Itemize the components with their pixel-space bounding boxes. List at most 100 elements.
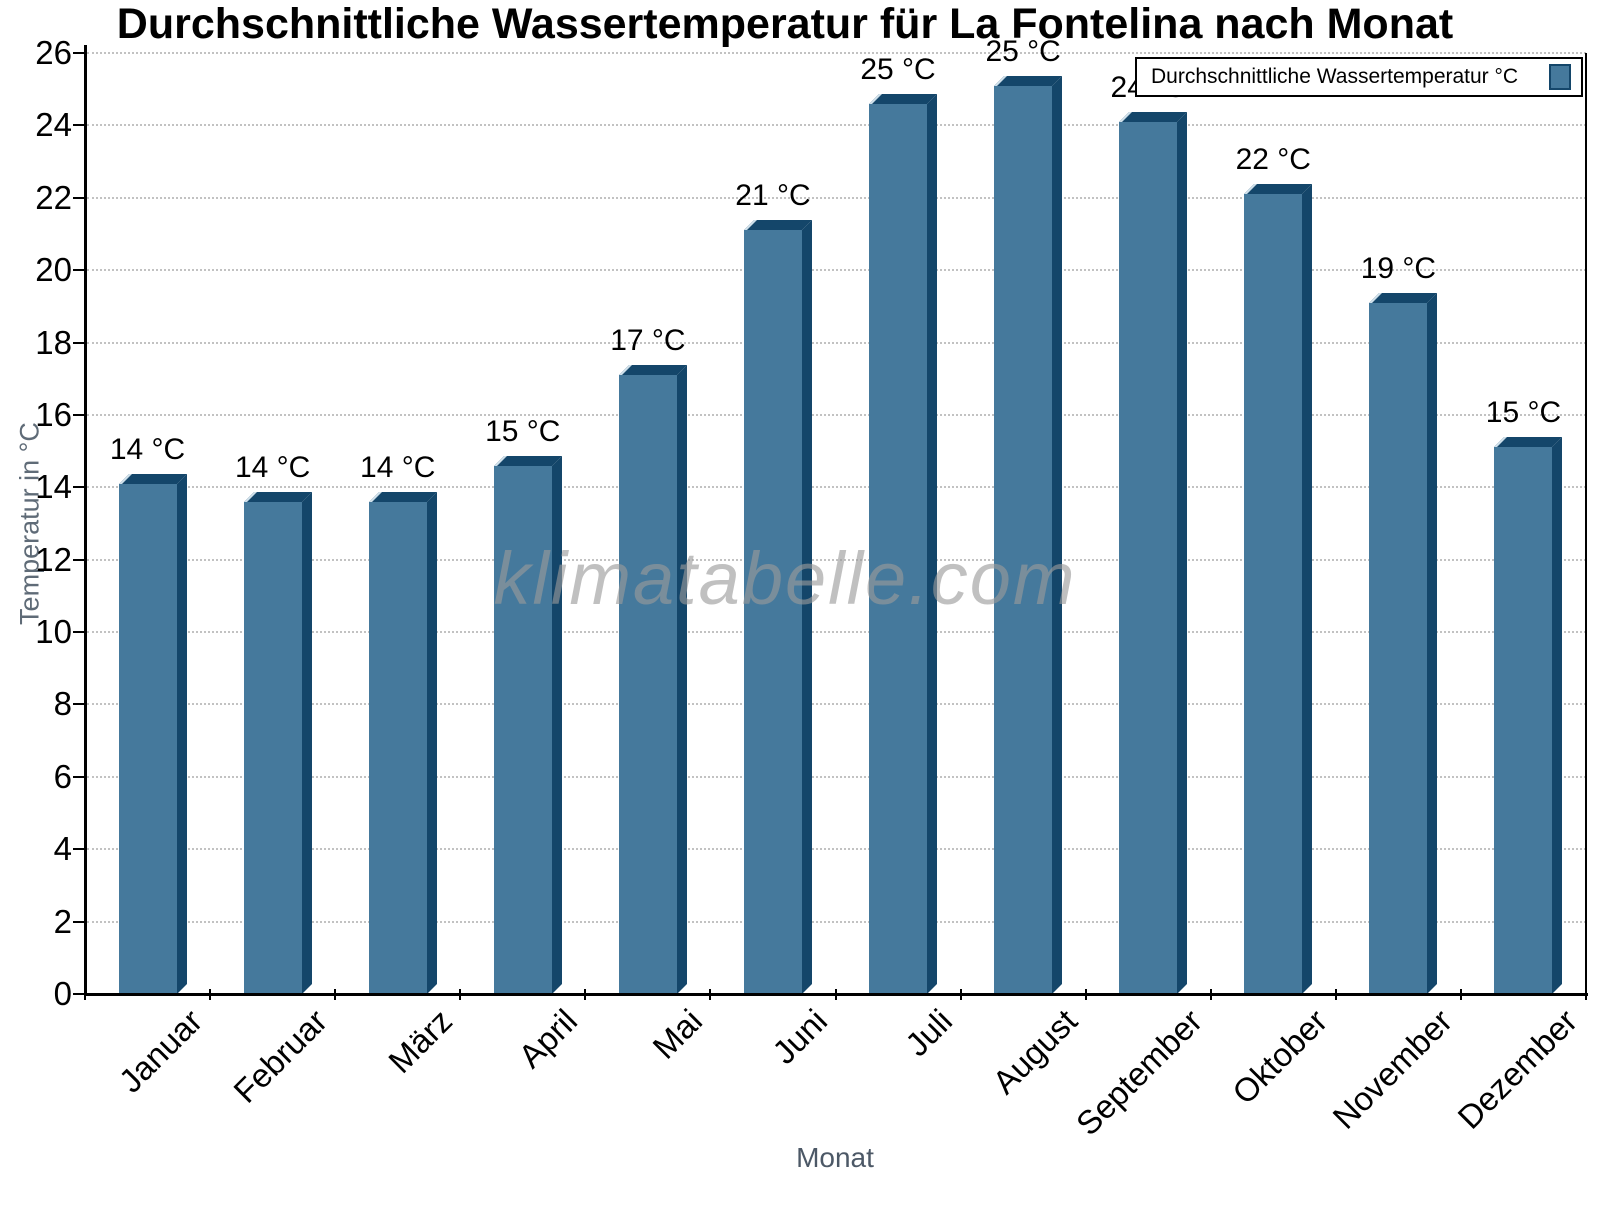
y-tick-label: 4 [53, 830, 72, 868]
x-tick [84, 989, 86, 1000]
bar-side-face [676, 365, 687, 994]
bar-value-label: 15 °C [485, 414, 561, 448]
y-tick-label: 8 [53, 685, 72, 723]
legend[interactable]: Durchschnittliche Wassertemperatur °C [1135, 57, 1583, 97]
y-tick-label: 18 [35, 323, 72, 361]
bar-side-face [927, 93, 938, 994]
bar-side-face [801, 220, 812, 994]
y-tick [73, 558, 85, 561]
bar-value-label: 14 °C [234, 450, 311, 484]
y-tick [73, 124, 85, 127]
bar-value-label: 15 °C [1485, 396, 1562, 430]
bar-value-label: 14 °C [360, 450, 436, 484]
y-tick-label: 6 [53, 757, 72, 795]
y-tick-label: 0 [53, 975, 72, 1012]
bar-side-face [1177, 111, 1188, 994]
legend-label: Durchschnittliche Wassertemperatur °C [1151, 65, 1519, 88]
y-tick-label: 20 [35, 251, 72, 289]
bar-side-face [551, 455, 562, 994]
y-tick-label: 24 [35, 106, 72, 144]
y-tick [73, 486, 85, 489]
y-axis-line [84, 45, 87, 996]
x-tick [834, 989, 837, 1000]
y-tick-label: 22 [35, 178, 72, 216]
gridline [87, 52, 1586, 54]
y-tick-label: 14 [35, 468, 72, 506]
y-tick [73, 196, 85, 199]
y-tick [73, 52, 85, 54]
y-tick [73, 631, 85, 634]
x-tick [959, 989, 962, 1000]
y-tick [73, 848, 85, 851]
bar[interactable] [618, 375, 677, 994]
x-tick [459, 989, 462, 1000]
gridline [87, 341, 1586, 344]
x-tick [209, 989, 212, 1000]
gridline [87, 631, 1586, 634]
x-tick [709, 989, 712, 1000]
bar[interactable] [994, 85, 1053, 994]
gridline [87, 486, 1586, 489]
y-tick [73, 993, 85, 995]
gridline [87, 269, 1586, 272]
bar-top-face [368, 491, 437, 502]
bar-top-face [243, 491, 312, 502]
gridline [87, 413, 1586, 416]
bar[interactable] [118, 483, 177, 994]
plot-right-border [1585, 53, 1587, 994]
y-tick-label: 16 [35, 395, 72, 433]
bar-side-face [426, 491, 437, 994]
y-tick-label: 12 [35, 540, 72, 578]
bar-value-label: 14 °C [109, 432, 186, 466]
y-tick-label: 26 [35, 34, 72, 71]
x-tick [1459, 989, 1462, 1000]
y-tick [73, 269, 85, 272]
bar-value-label: 19 °C [1360, 251, 1437, 285]
y-tick [73, 775, 85, 778]
y-tick [73, 341, 85, 344]
bar[interactable] [1369, 302, 1428, 994]
gridline [87, 775, 1586, 778]
bar[interactable] [493, 465, 552, 994]
x-tick [334, 989, 337, 1000]
y-tick-label: 10 [35, 613, 72, 651]
bar-side-face [176, 473, 187, 994]
y-tick-label: 2 [53, 902, 72, 940]
bar-value-label: 25 °C [860, 52, 936, 86]
bar[interactable] [1494, 447, 1553, 994]
bar-value-label: 17 °C [610, 324, 686, 358]
bar-side-face [1552, 437, 1563, 994]
gridline [87, 124, 1586, 127]
bar-side-face [1052, 75, 1063, 994]
bar-top-face [493, 455, 562, 466]
bar[interactable] [1244, 194, 1303, 994]
x-tick [1084, 989, 1087, 1000]
bar[interactable] [243, 501, 302, 994]
chart-title: Durchschnittliche Wassertemperatur für L… [116, 0, 1454, 48]
bar[interactable] [869, 103, 928, 994]
y-tick [73, 703, 85, 706]
gridline [87, 703, 1586, 706]
bar-value-label: 25 °C [985, 34, 1061, 68]
gridline [87, 920, 1586, 923]
x-axis-title: Monat [796, 1142, 874, 1173]
legend-swatch-icon [1549, 64, 1571, 90]
x-tick [1209, 989, 1212, 1000]
bar[interactable] [743, 230, 802, 994]
x-tick [1334, 989, 1337, 1000]
bar-top-face [869, 93, 938, 104]
y-tick [73, 920, 85, 923]
gridline [87, 558, 1586, 561]
bar-value-label: 21 °C [735, 179, 811, 213]
gridline [87, 848, 1586, 851]
bar[interactable] [1119, 121, 1178, 994]
bar-side-face [1302, 184, 1313, 994]
bar-side-face [301, 491, 312, 994]
gridline [87, 196, 1586, 199]
bar-value-label: 22 °C [1235, 143, 1311, 177]
y-axis-title: Temperatur in °C [14, 422, 45, 625]
y-tick [73, 413, 85, 416]
x-tick [1585, 989, 1587, 1000]
x-tick [584, 989, 587, 1000]
bar[interactable] [368, 501, 427, 994]
